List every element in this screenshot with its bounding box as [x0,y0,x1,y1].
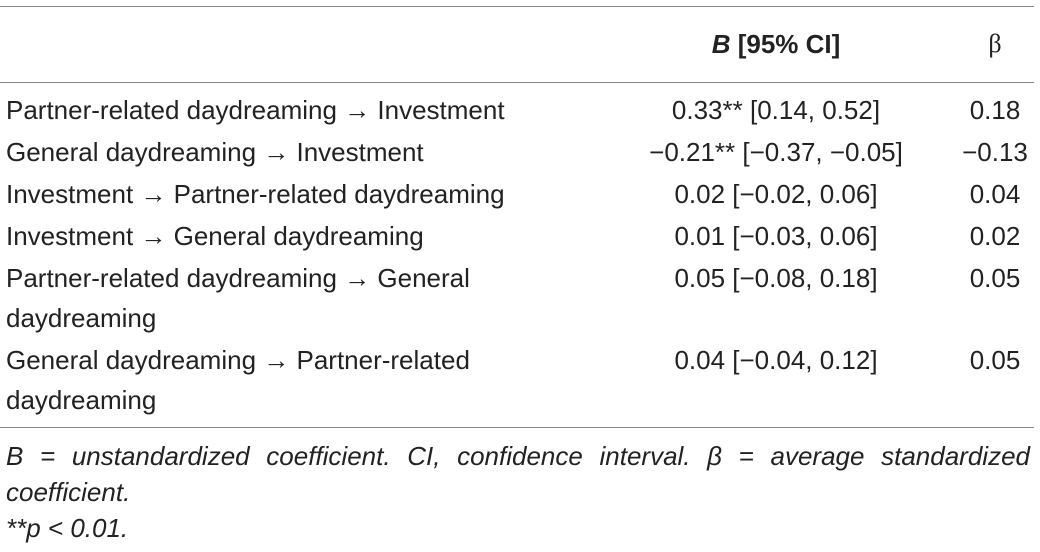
table-cell: Investment → Partner-related daydreaming [6,179,505,209]
table-cell: 0.33** [0.14, 0.52] [671,95,881,125]
header-cell: B [95% CI] [596,7,956,83]
table-cell: 0.05 [969,345,1021,375]
table-body: Partner-related daydreaming → Investment… [0,83,1034,428]
header-cell [0,7,596,83]
header-text: [95% CI] [730,29,841,59]
table-cell: Partner-related daydreaming → General da… [6,263,470,333]
table-cell: 0.01 [−0.03, 0.06] [674,221,878,251]
table-notes: B = unstandardized coefficient. CI, conf… [6,438,1030,546]
table-row: Partner-related daydreaming → General da… [0,257,1034,339]
table-cell: 0.04 [969,179,1021,209]
note: **p < 0.01. [6,513,129,543]
table-row: Investment → Partner-related daydreaming… [0,173,1034,215]
table-row: Investment → General daydreaming 0.01 [−0… [0,215,1034,257]
table-cell: −0.21** [−0.37, −0.05] [649,137,903,167]
table-cell: General daydreaming → Partner-related da… [6,345,470,415]
header-italic: B [711,29,731,59]
table-cell: 0.04 [−0.04, 0.12] [674,345,878,375]
table-cell: 0.05 [969,263,1021,293]
table-cell: Partner-related daydreaming → Investment [6,95,505,125]
table-row: Partner-related daydreaming → Investment… [0,83,1034,132]
table-cell: 0.02 [−0.02, 0.06] [674,179,878,209]
note: B = unstandardized coefficient. CI, conf… [6,441,1030,507]
header-row: B [95% CI] β [0,6,1034,83]
table-row: General daydreaming → Partner-related da… [0,339,1034,428]
table-cell: 0.02 [969,221,1021,251]
table-cell: 0.18 [969,95,1021,125]
table-cell: Investment → General daydreaming [6,221,424,251]
results-table: B [95% CI] β Partner-related daydreaming… [0,6,1034,428]
table-cell: −0.13 [962,137,1028,167]
table-cell: General daydreaming → Investment [6,137,424,167]
table-row: General daydreaming → Investment −0.21** … [0,131,1034,173]
table-cell: 0.05 [−0.08, 0.18] [674,263,878,293]
header-cell: β [988,29,1002,58]
